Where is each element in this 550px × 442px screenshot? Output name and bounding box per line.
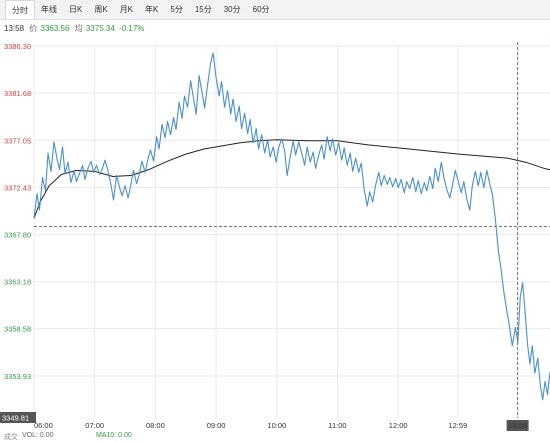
average-label: 均: [74, 24, 83, 33]
change-percent: -0.17%: [119, 24, 145, 33]
price-line: [33, 52, 550, 401]
tab-yearly-k[interactable]: 年K: [145, 5, 159, 14]
x-tick-label: 12:00: [389, 421, 408, 430]
y-tick-label: 3367.80: [4, 231, 31, 240]
vol-value: VOL: 0.00: [22, 432, 54, 439]
tab-intraday[interactable]: 分时: [5, 0, 35, 19]
volume-info-line: 成交 VOL: 0.00 MA10: 0.00: [0, 432, 550, 442]
quote-info-line: 13:58 价 3363.56 均 3375.34 -0.17%: [4, 23, 144, 35]
ma10-value: MA10: 0.00: [96, 432, 132, 439]
tab-daily-k[interactable]: 日K: [69, 5, 83, 14]
y-tick-label: 3363.18: [4, 278, 31, 287]
crosshair-price-label: 3349.81: [2, 414, 29, 423]
x-tick-label: 12:59: [448, 421, 467, 430]
y-tick-label: 3381.68: [4, 89, 31, 98]
quote-time: 13:58: [4, 24, 25, 33]
period-tab-bar: 分时 年线 日K 周K 月K 年K 5分 15分 30分 60分: [0, 0, 550, 20]
volume-label: 成交: [4, 434, 18, 441]
price-value: 3363.56: [40, 24, 70, 33]
x-tick-label: 11:00: [328, 421, 346, 430]
price-line-layer: [33, 52, 550, 401]
y-tick-label: 3353.93: [4, 372, 31, 381]
crosshair-time-label: 13:58: [508, 421, 527, 430]
price-label: 价: [29, 24, 38, 33]
tab-60min[interactable]: 60分: [252, 5, 270, 14]
x-tick-label: 10:00: [267, 421, 286, 430]
average-price-line: [33, 139, 550, 219]
tab-monthly-k[interactable]: 月K: [119, 5, 134, 14]
y-tick-label: 3358.58: [4, 325, 31, 334]
tab-yearly-line[interactable]: 年线: [41, 5, 57, 14]
chart-grid: [33, 45, 550, 418]
average-line-layer: [33, 139, 550, 219]
y-axis-labels: 3386.30 3381.68 3377.05 3372.43 3367.80 3363.…: [0, 42, 36, 423]
x-axis-labels: 06:00 07:00 08:00 09:00 10:00 11:00 12:00 12:59…: [34, 420, 529, 431]
y-tick-label: 3386.30: [4, 42, 31, 51]
tab-30min[interactable]: 30分: [223, 5, 241, 14]
tab-5min[interactable]: 5分: [170, 5, 183, 14]
x-tick-label: 07:00: [85, 421, 104, 430]
x-tick-label: 09:00: [207, 421, 226, 430]
y-tick-label: 3372.43: [4, 183, 31, 192]
average-value: 3375.34: [85, 24, 115, 33]
x-tick-label: 06:00: [34, 421, 53, 430]
tab-weekly-k[interactable]: 周K: [94, 5, 108, 14]
y-tick-label: 3377.05: [4, 136, 31, 145]
intraday-chart[interactable]: 3386.30 3381.68 3377.05 3372.43 3367.80 3363.…: [0, 36, 550, 432]
crosshair-time-label-bg: [506, 420, 529, 431]
crosshair-price-label-bg: [0, 412, 36, 423]
x-tick-label: 08:00: [146, 421, 165, 430]
tab-15min[interactable]: 15分: [194, 5, 212, 14]
